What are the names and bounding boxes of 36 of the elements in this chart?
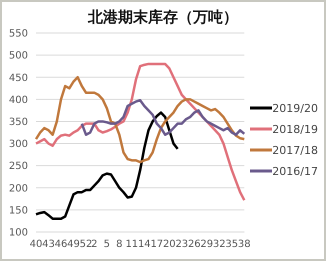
- legend-label: 2018/19: [272, 122, 318, 136]
- legend-label: 2017/18: [272, 144, 318, 156]
- line-series: [34, 76, 246, 164]
- x-tick-label: 8: [116, 239, 123, 250]
- x-tick-label: 26: [188, 239, 201, 250]
- y-tick-label: 450: [8, 72, 28, 84]
- x-tick-label: 29: [200, 239, 214, 250]
- x-tick-label: 46: [54, 239, 68, 250]
- legend-label: 2019/20: [272, 102, 318, 114]
- x-tick-label: 49: [67, 239, 80, 250]
- y-tick-label: 250: [8, 161, 28, 172]
- line-series: [80, 98, 246, 136]
- x-tick-label: 32: [212, 239, 226, 250]
- x-tick-label: 35: [225, 239, 238, 250]
- legend-label: 2016/17: [272, 164, 318, 178]
- x-tick-label: 20: [162, 239, 176, 250]
- line-series: [34, 111, 179, 220]
- x-tick-label: 5: [104, 239, 110, 250]
- x-tick-label: 2: [91, 239, 98, 250]
- y-tick-label: 100: [8, 228, 28, 239]
- y-tick-label: 150: [8, 205, 28, 216]
- y-tick-label: 300: [8, 139, 28, 150]
- x-tick-label: 52: [80, 239, 92, 250]
- x-tick-label: 43: [42, 239, 55, 250]
- x-tick-label: 14: [138, 239, 151, 250]
- y-tick-label: 500: [8, 50, 28, 62]
- x-tick-label: 40: [30, 239, 42, 250]
- y-tick-label: 550: [8, 28, 28, 40]
- x-tick-label: 11: [125, 239, 138, 250]
- y-tick-label: 350: [8, 116, 28, 128]
- x-tick-label: 38: [238, 239, 251, 250]
- y-tick-label: 200: [8, 183, 28, 194]
- x-tick-label: 23: [175, 239, 188, 250]
- chart-title: 北港期末库存（万吨）: [86, 8, 239, 27]
- y-tick-label: 400: [8, 94, 28, 106]
- x-tick-label: 17: [150, 239, 164, 250]
